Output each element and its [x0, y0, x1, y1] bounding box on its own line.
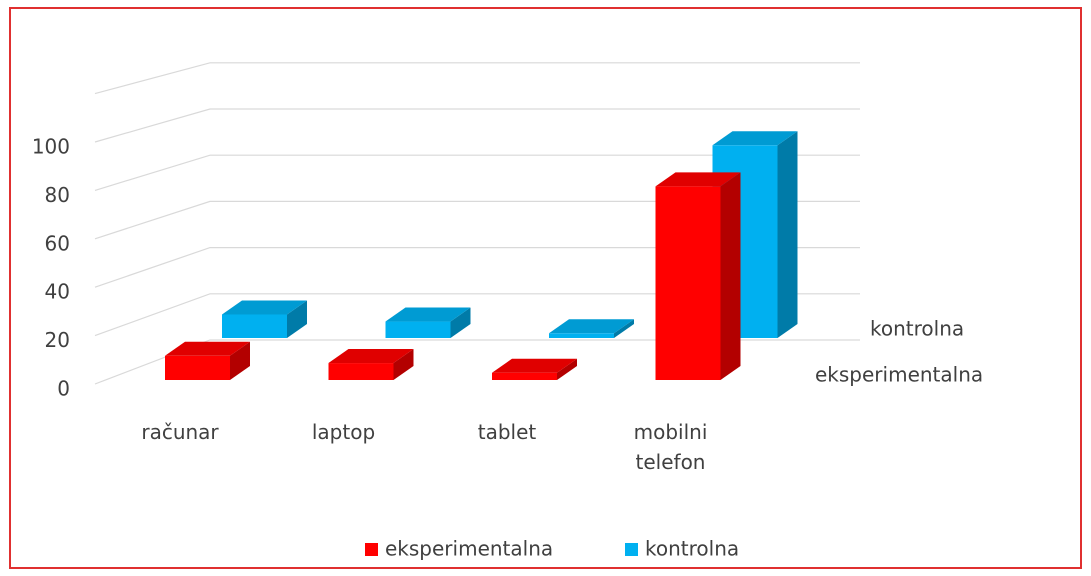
bar-top	[385, 307, 471, 322]
grid-line	[94, 108, 860, 143]
legend-swatch	[365, 543, 378, 556]
axis-top	[94, 62, 860, 95]
legend-swatch	[625, 543, 638, 556]
grid-line	[94, 339, 860, 385]
x-tick-label: računar	[141, 420, 219, 444]
bar	[549, 333, 614, 338]
bar-top	[492, 358, 577, 373]
x-tick-label: laptop	[311, 420, 376, 444]
bar	[222, 314, 287, 338]
y-tick-label: 100	[32, 135, 70, 159]
bar-side	[720, 172, 741, 380]
bar-side	[777, 131, 798, 338]
bar	[655, 186, 721, 380]
bar-side	[393, 349, 414, 380]
y-tick-label: 40	[45, 280, 70, 304]
bar	[492, 372, 557, 380]
bar	[385, 321, 451, 338]
bar	[165, 355, 230, 380]
bar-side	[450, 307, 471, 338]
y-tick-label: 0	[57, 377, 70, 401]
bar-side	[557, 358, 577, 380]
bar-top	[549, 319, 634, 334]
x-tick-label: mobilni telefon	[633, 420, 708, 474]
depth-label: kontrolna	[870, 317, 964, 341]
grid-line	[94, 200, 860, 240]
depth-label: eksperimentalna	[815, 363, 983, 387]
grid-line	[94, 247, 860, 288]
legend-label: eksperimentalna	[385, 537, 553, 561]
bar-side	[287, 300, 307, 338]
legend-label: kontrolna	[645, 537, 739, 561]
bar-top	[712, 131, 798, 146]
bar-top	[655, 172, 741, 187]
grid-line	[94, 154, 860, 191]
bar-top	[222, 300, 307, 315]
y-tick-label: 80	[45, 183, 70, 207]
bar	[328, 363, 394, 380]
bar-side	[614, 319, 634, 338]
y-tick-label: 20	[45, 328, 70, 352]
grid-line	[94, 293, 860, 337]
x-tick-label: tablet	[477, 420, 537, 444]
frame	[9, 7, 1082, 569]
bar-top	[328, 349, 414, 364]
y-tick-label: 60	[45, 231, 70, 255]
bar-top	[165, 341, 250, 356]
bar-side	[230, 341, 250, 380]
